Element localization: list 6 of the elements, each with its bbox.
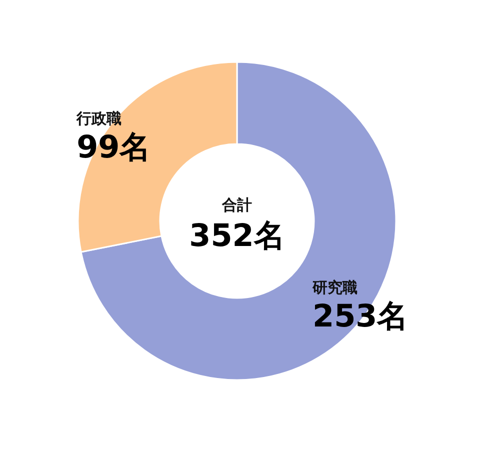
slice-label: 研究職 [312,278,358,296]
text: 合計 [221,196,252,214]
slice-label: 行政職 [76,110,122,128]
data-label: 253名 [312,298,408,334]
text: 352名 [189,218,285,254]
data-label: 99名 [76,130,151,166]
